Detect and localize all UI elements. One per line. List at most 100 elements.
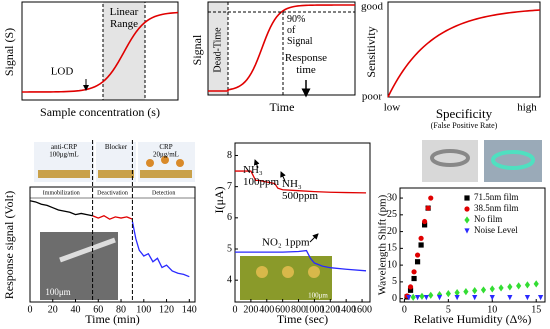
marker [454,295,460,301]
step-layer [38,170,90,178]
y-axis-label: Response signal (Volt) [2,191,16,299]
annotation: Linear Range [110,6,139,30]
marker [507,295,513,301]
x-axis-label: Specificity [436,106,493,121]
annotation: NO₂ 1ppm [262,237,310,249]
marker [464,206,470,212]
curve [208,4,356,92]
marker [414,295,421,301]
x-tick-label: 80 [116,304,126,315]
marker [422,218,428,225]
y-axis-label: Signal [190,34,204,65]
x-tick-label: 0 [233,304,238,315]
x-axis-label: Sample concentration (s) [40,105,160,119]
y-axis-label: Wavelength Shift (pm) [377,194,389,295]
y-tick-label: 5 [392,276,397,287]
step-layer [140,170,192,178]
step-label: CRP 20μg/mL [153,143,179,159]
marker [454,289,460,297]
x-tick-label: 400 [259,304,274,315]
y-tick-label: 6 [227,212,232,223]
x-axis-label: Time (sec) [277,312,328,326]
ring [430,149,470,167]
curve [387,9,541,98]
inset-label: 100μm [308,292,328,300]
annotation: LOD [51,66,74,78]
step-label: Blocker [105,143,128,151]
inset-label: 100μm [45,287,70,297]
x-tick-label: 120 [159,304,174,315]
marker [472,287,478,295]
marker [464,195,470,201]
marker [464,228,470,234]
x-tick-label: 5 [446,304,451,315]
marker [489,285,495,293]
x-tick-label: 10 [487,304,497,315]
y-tick-label: 25 [387,209,397,220]
marker [498,284,504,292]
y-tick-label: 10 [387,259,397,270]
marker [463,288,469,296]
series-line [235,249,367,272]
device-pad [282,266,294,278]
marker [414,259,421,265]
marker [464,216,470,224]
device-pad [308,266,320,278]
arrow [280,171,286,182]
y-axis-label: I(μA) [212,186,226,213]
cantilever [59,237,116,263]
series-line [235,170,367,194]
frame [399,187,546,303]
annotation: Dead-Time [212,27,223,73]
phase-label: Deactivation [97,190,128,196]
arrow [309,233,319,243]
x-tick-label: 1200 [320,304,340,315]
marker [406,295,412,301]
y-tick-label: 7 [227,181,232,192]
marker [428,291,434,299]
marker [489,295,495,301]
marker [524,281,531,289]
ring-image [422,140,478,182]
x-axis-label: Time [270,100,295,114]
ring [491,150,535,170]
y-tick-label: 20 [387,226,397,237]
x-tick-label: 15 [531,304,541,315]
y-tick-label: 5 [227,243,232,254]
y-tick-label: 15 [387,243,397,254]
marker [423,295,429,301]
annotation: Response time [285,52,327,76]
marker [418,242,424,248]
x-tick-label: 0 [402,304,407,315]
frame [207,1,356,96]
x-tick-label: 60 [93,304,103,315]
series-line [29,200,93,217]
x-tick-label: 1600 [352,304,372,315]
y-tick-label: 4 [227,274,232,285]
x-tick-label: 200 [243,304,258,315]
marker [524,295,531,301]
x-tick-label: 800 [291,304,306,315]
x-axis-sublabel: (False Positive Rate) [431,121,498,130]
y-axis-label: Sensitivity [364,26,378,77]
marker [411,275,417,282]
marker [436,295,443,301]
phase-label: Immobilization [43,190,80,196]
marker [472,295,478,301]
marker [507,283,513,291]
marker [418,235,424,241]
x-tick-label: 1400 [336,304,356,315]
y-tick-label: 30 [387,192,397,203]
frame [21,1,179,101]
x-tick-label: 40 [71,304,81,315]
x-tick-label: 0 [28,304,33,315]
arrow [253,159,260,169]
x-axis-label: Relative Humidity (Δ%) [414,312,532,326]
curve [21,11,179,93]
x-tick-label: 600 [275,304,290,315]
marker [422,222,428,228]
x-tick-label: 100 [136,304,151,315]
legend-label: 71.5nm film [474,192,519,202]
annotation: NH₃ 500ppm [282,178,319,202]
x-tick-label: 1000 [304,304,324,315]
